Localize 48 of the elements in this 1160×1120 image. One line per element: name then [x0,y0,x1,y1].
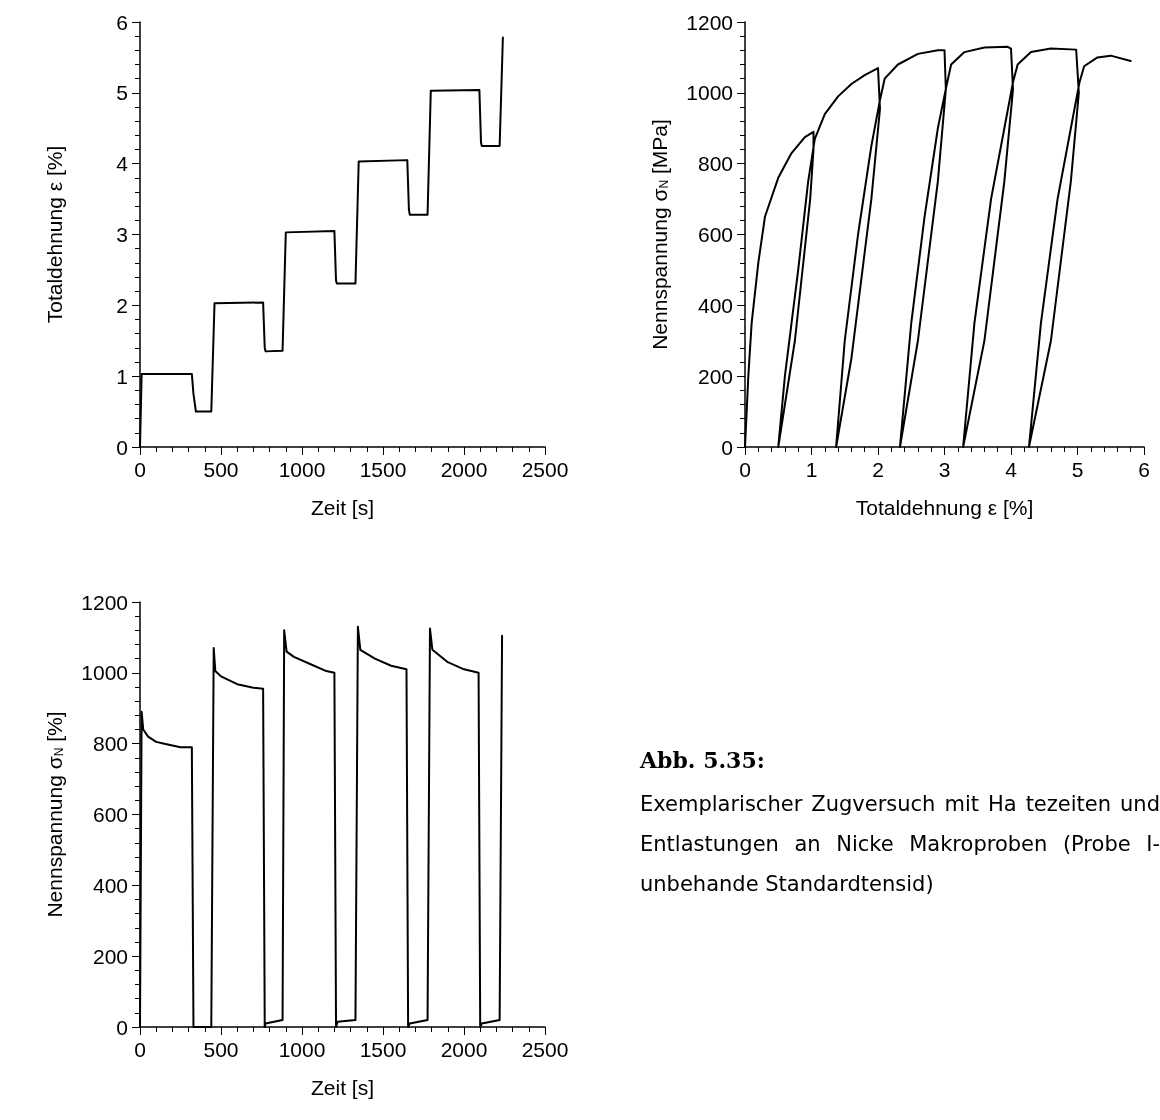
x-tick-label: 3 [938,458,951,481]
y-tick-label: 3 [116,223,128,246]
y-tick-label: 1200 [81,590,128,614]
x-tick-label: 5 [1071,458,1084,481]
x-tick-label: 1 [805,458,818,481]
y-tick-label: 400 [697,293,733,317]
x-tick-label: 1500 [359,1038,407,1061]
x-axis-title: Zeit [s] [310,1076,375,1099]
x-tick-label: 2000 [440,458,488,481]
y-tick-label: 800 [697,152,733,176]
y-tick-label: 600 [697,223,733,246]
text: Exemplarischer Zugversuch mit Ha tezeiten und Entlastungen an Nicke Makroproben (Probe I-unbehande Standardtensid) [640,791,1160,898]
x-tick-label: 1000 [278,458,326,481]
x-tick-label: 500 [203,1038,239,1061]
x-tick-label: 6 [1138,458,1150,481]
y-axis-title: Nennspannung σN [MPa] [648,119,671,350]
y-axis-title: Nennspannung σN [%] [43,711,66,918]
x-tick-label: 2 [872,458,884,481]
y-axis-title: Totaldehnung ε [%] [43,145,66,324]
x-axis-title: Totaldehnung ε [%] [855,496,1034,519]
y-tick-label: 200 [697,364,733,388]
y-tick-label: 6 [116,10,128,34]
y-tick-label: 0 [116,435,128,459]
y-tick-label: 0 [721,435,733,459]
y-tick-label: 1200 [686,10,733,34]
y-tick-label: 200 [92,944,128,968]
x-tick-label: 500 [203,458,239,481]
y-tick-label: 2 [116,293,128,317]
y-tick-label: 1000 [81,661,128,685]
y-tick-label: 400 [92,873,128,897]
text: Abb. 5.35: [640,746,766,775]
x-tick-label: 0 [739,458,751,481]
x-tick-label: 2000 [440,1038,488,1061]
y-tick-label: 800 [92,732,128,756]
x-tick-label: 1500 [359,458,407,481]
x-tick-label: 0 [134,1038,146,1061]
y-tick-label: 1 [116,364,128,388]
y-tick-label: 0 [116,1015,128,1039]
y-tick-label: 4 [116,152,129,176]
x-tick-label: 4 [1005,458,1018,481]
y-tick-label: 5 [116,81,128,105]
x-axis-title: Zeit [s] [310,496,375,519]
y-tick-label: 600 [92,803,128,826]
x-tick-label: 2500 [521,458,569,481]
x-tick-label: 0 [134,458,146,481]
x-tick-label: 2500 [521,1038,569,1061]
x-tick-label: 1000 [278,1038,326,1061]
y-tick-label: 1000 [686,81,733,105]
